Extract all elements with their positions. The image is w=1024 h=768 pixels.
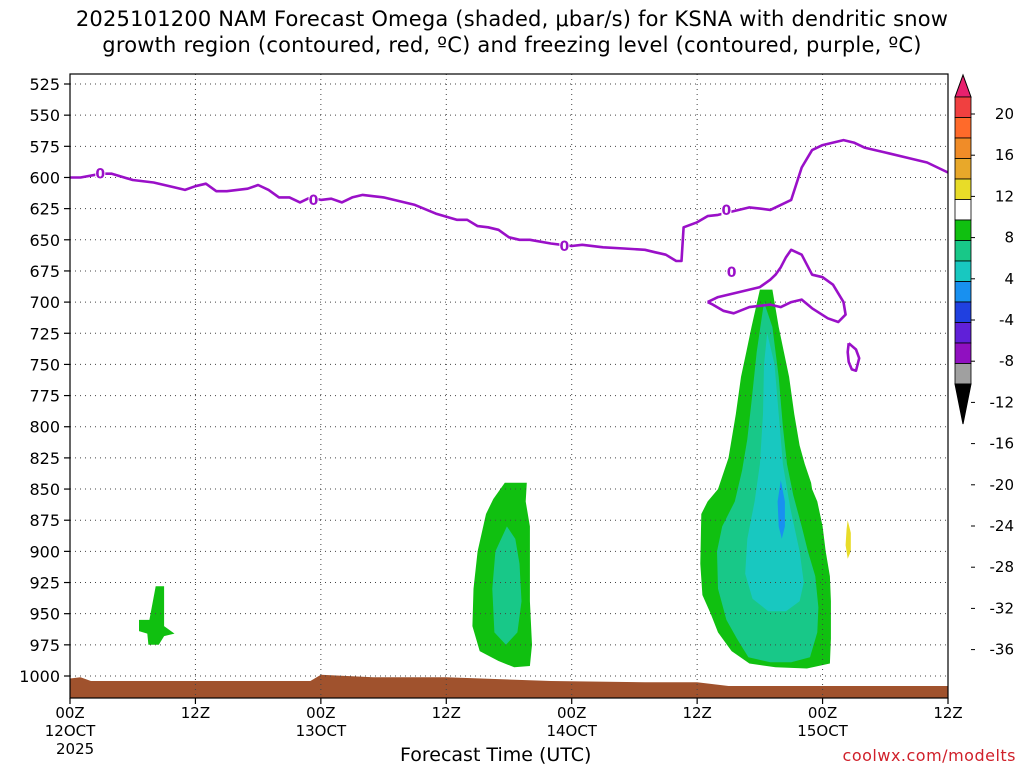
colorbar-label-9: -20 <box>990 476 1015 494</box>
y-tick-label-550: 550 <box>29 106 60 125</box>
plot-frame <box>69 73 949 699</box>
colorbar-seg-1 <box>954 96 972 118</box>
colorbar-seg-11 <box>954 301 972 323</box>
y-tick-label-525: 525 <box>29 75 60 94</box>
y-tick-label-650: 650 <box>29 231 60 250</box>
x-tick-date-4: 14OCT <box>546 722 597 740</box>
y-tick-label-850: 850 <box>29 480 60 499</box>
y-tick-label-900: 900 <box>29 542 60 561</box>
colorbar-label-8: -16 <box>990 435 1015 453</box>
colorbar-seg-4 <box>954 158 972 180</box>
colorbar-seg-10 <box>954 281 972 303</box>
colorbar-seg-5 <box>954 178 972 200</box>
omega-region-6 <box>777 480 785 539</box>
contour-label-bg-4 <box>726 265 737 280</box>
x-tick-label-7: 12Z <box>933 704 962 722</box>
terrain-layer <box>70 674 948 698</box>
x-tick-label-5: 12Z <box>682 704 711 722</box>
freezing-level-closed-contour <box>707 248 847 324</box>
y-tick-label-925: 925 <box>29 574 60 593</box>
chart-title-line2: growth region (contoured, red, ºC) and f… <box>102 33 922 57</box>
contour-label-bg-1 <box>308 192 319 207</box>
y-tick-label-700: 700 <box>29 293 60 312</box>
terrain-fill <box>70 674 948 698</box>
colorbar-seg-13 <box>954 342 972 364</box>
plot-border <box>69 73 949 699</box>
y-axis: 525 550 575 600 625 650 675 700 725 750 775 800 825 8… <box>19 75 70 686</box>
y-tick-label-975: 975 <box>29 636 60 655</box>
colorbar-seg-8 <box>954 240 972 262</box>
colorbar-label-0: 20 <box>995 105 1014 123</box>
contour-label-0: 0 <box>95 167 105 183</box>
y-tick-label-800: 800 <box>29 418 60 437</box>
contour-label-bg-3 <box>721 202 732 217</box>
colorbar-seg-6 <box>954 199 972 221</box>
colorbar-label-6: -8 <box>999 352 1014 370</box>
y-tick-label-825: 825 <box>29 449 60 468</box>
freezing-level-small-contour <box>846 342 861 373</box>
grid-lines <box>70 74 948 698</box>
chart-title-line1: 2025101200 NAM Forecast Omega (shaded, μ… <box>75 7 949 31</box>
x-tick-label-1: 12Z <box>181 704 210 722</box>
x-tick-label-0: 00Z <box>55 704 84 722</box>
colorbar-seg-14 <box>954 363 972 385</box>
y-tick-label-600: 600 <box>29 168 60 187</box>
y-tick-label-725: 725 <box>29 324 60 343</box>
x-tick-label-6: 00Z <box>808 704 837 722</box>
omega-region-2 <box>492 526 522 645</box>
colorbar-seg-3 <box>954 137 972 159</box>
contour-label-2: 0 <box>560 239 570 255</box>
omega-region-7 <box>845 520 851 559</box>
contour-label-bg-0 <box>95 166 106 181</box>
contour-label-1: 0 <box>309 193 319 209</box>
contour-label-3: 0 <box>722 203 732 219</box>
x-tick-label-2: 00Z <box>306 704 335 722</box>
contour-label-bg-2 <box>559 239 570 254</box>
x-tick-label-4: 00Z <box>557 704 586 722</box>
x-axis-label: Forecast Time (UTC) <box>400 744 592 766</box>
x-tick-label-3: 12Z <box>432 704 461 722</box>
y-tick-label-1000: 1000 <box>19 667 60 686</box>
x-tick-year-0: 2025 <box>56 740 94 758</box>
omega-shading <box>139 289 851 669</box>
colorbar-label-5: -4 <box>999 311 1014 329</box>
colorbar-label-12: -32 <box>990 599 1015 617</box>
freezing-level-line <box>70 138 949 263</box>
x-tick-date-2: 13OCT <box>296 722 347 740</box>
contour-label-4: 0 <box>727 265 737 281</box>
colorbar-top-arrow <box>954 73 972 98</box>
omega-region-5 <box>745 333 804 612</box>
colorbar-seg-9 <box>954 260 972 282</box>
y-tick-label-575: 575 <box>29 137 60 156</box>
colorbar-seg-7 <box>954 219 972 241</box>
colorbar-label-3: 8 <box>1004 229 1014 247</box>
y-tick-label-875: 875 <box>29 511 60 530</box>
colorbar-label-10: -24 <box>990 517 1015 535</box>
omega-region-0 <box>139 586 175 645</box>
x-tick-date-0: 12OCT <box>45 722 96 740</box>
y-tick-label-675: 675 <box>29 262 60 281</box>
colorbar: 20 16 12 8 4 -4 -8 -12 -16 -20 -24 -28 -32 -36 <box>954 73 1015 659</box>
y-tick-label-775: 775 <box>29 387 60 406</box>
colorbar-label-11: -28 <box>990 558 1015 576</box>
colorbar-label-1: 16 <box>995 146 1014 164</box>
freezing-level-contours: 0 0 0 0 0 <box>70 138 949 373</box>
colorbar-label-4: 4 <box>1004 270 1014 288</box>
y-tick-label-950: 950 <box>29 605 60 624</box>
colorbar-label-13: -36 <box>990 641 1015 659</box>
y-tick-label-750: 750 <box>29 355 60 374</box>
site-credit[interactable]: coolwx.com/modelts <box>842 746 1016 765</box>
colorbar-seg-12 <box>954 322 972 344</box>
y-tick-label-625: 625 <box>29 200 60 219</box>
colorbar-label-2: 12 <box>995 187 1014 205</box>
colorbar-label-7: -12 <box>990 393 1015 411</box>
colorbar-bottom-arrow <box>954 383 972 425</box>
x-tick-date-6: 15OCT <box>797 722 848 740</box>
colorbar-seg-2 <box>954 117 972 139</box>
